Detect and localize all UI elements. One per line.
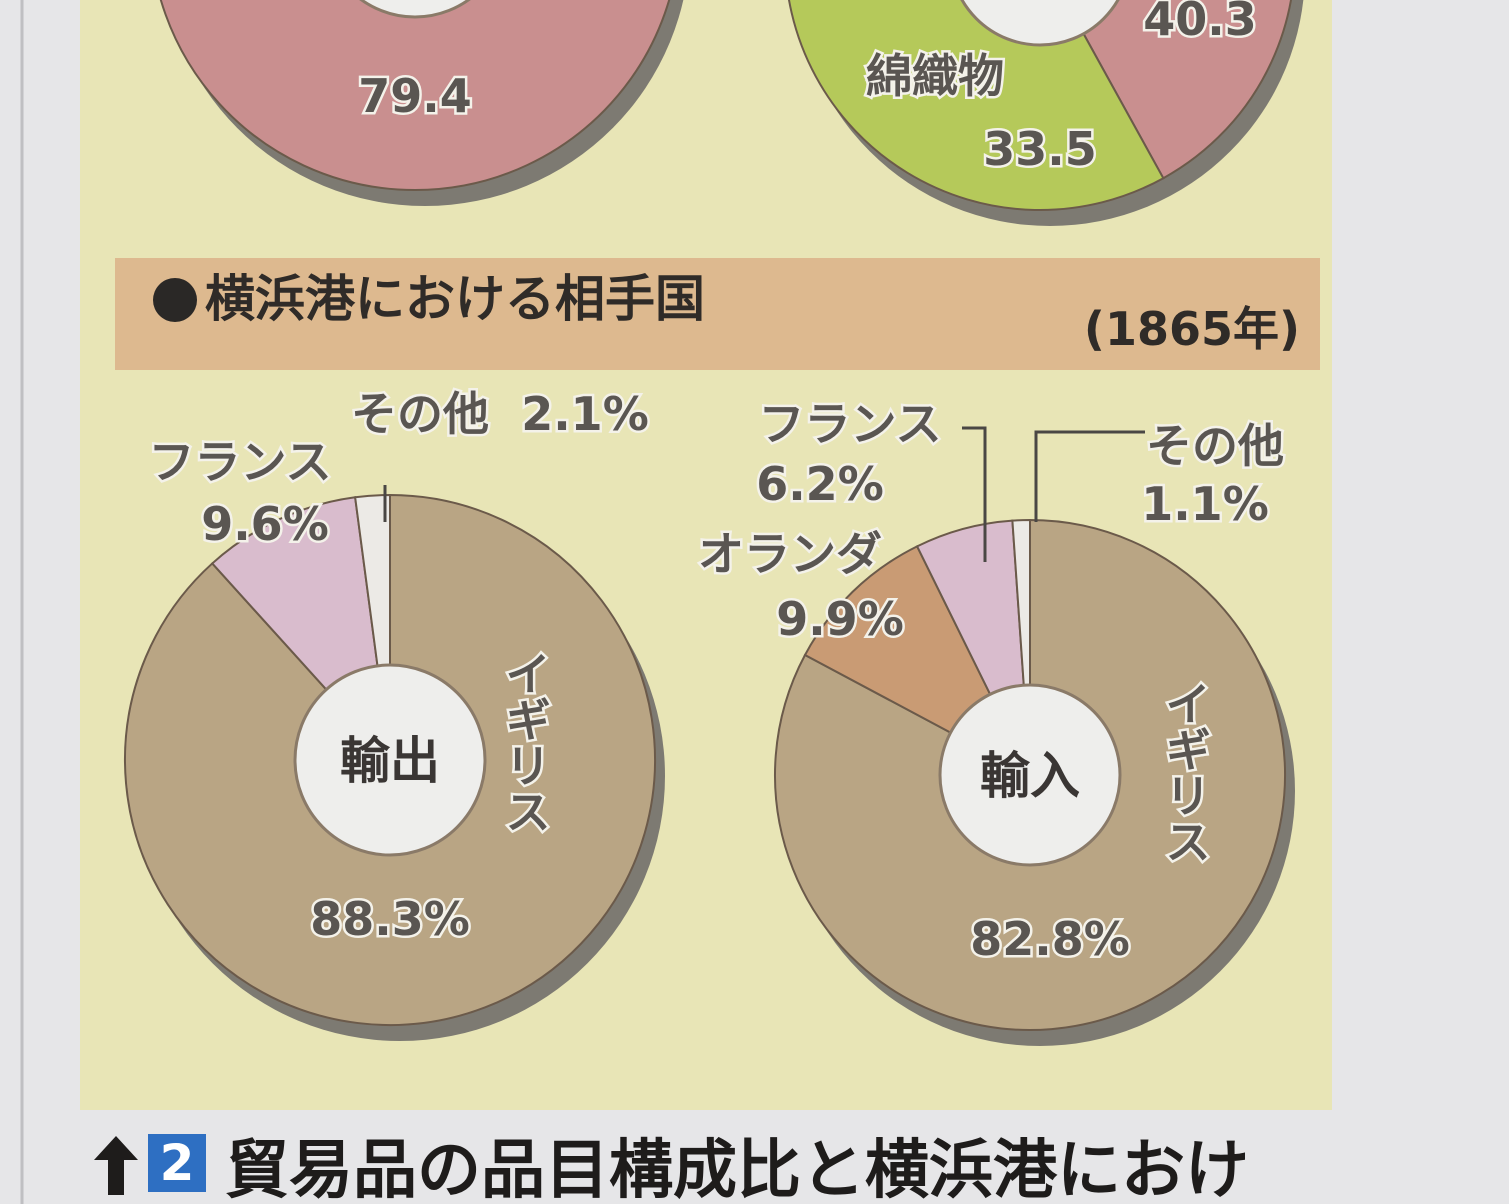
slice-name: その他 (351, 387, 489, 441)
section-title: 横浜港における相手国 (205, 270, 705, 328)
section-band (115, 258, 1320, 370)
donut-hole (293, 663, 487, 857)
center-label: 輸入 (980, 747, 1080, 805)
slice-value: 88.3% (310, 892, 470, 946)
donut-hole (359, 0, 471, 19)
donut-hole (960, 0, 1120, 47)
slice-name: オランダ (698, 527, 882, 581)
caption-number: 2 (160, 1134, 195, 1192)
caption-badge (148, 1134, 206, 1192)
slice-value: 9.6% (201, 497, 329, 551)
charts: 79.4 40.3 綿織物 33.5 輸出 イギリス 88.3% フランス 9.6% その他 2.1… (124, 0, 1304, 1046)
donut-slice (1082, 0, 1292, 180)
slice-value: 6.2% (756, 457, 884, 511)
slice-name: イギリス (1158, 680, 1212, 864)
slice-value: 82.8% (970, 912, 1130, 966)
donut-hole (938, 683, 1122, 867)
slice-value: 79.4 (358, 69, 472, 123)
slice-value: 40.3 (1143, 0, 1257, 46)
slice-name: イギリス (498, 650, 552, 834)
slice-name: 綿織物 (866, 49, 1004, 103)
section-year: (1865年) (1084, 302, 1300, 356)
caption-text: 貿易品の品目構成比と横浜港におけ (225, 1134, 1249, 1204)
slice-name: その他 (1146, 419, 1284, 473)
bullet (153, 278, 197, 322)
leader-line (1034, 430, 1145, 522)
arrow-icon (94, 1136, 138, 1195)
center-label: 輸出 (340, 732, 440, 790)
slice-value: 9.9% (776, 592, 904, 646)
slice-name: フランス (758, 397, 941, 451)
slice-value: 2.1% (521, 387, 649, 441)
slice-value: 33.5 (983, 122, 1097, 176)
leader-line (962, 426, 987, 562)
slice-name: フランス (148, 435, 331, 489)
slice-value: 1.1% (1141, 477, 1269, 531)
